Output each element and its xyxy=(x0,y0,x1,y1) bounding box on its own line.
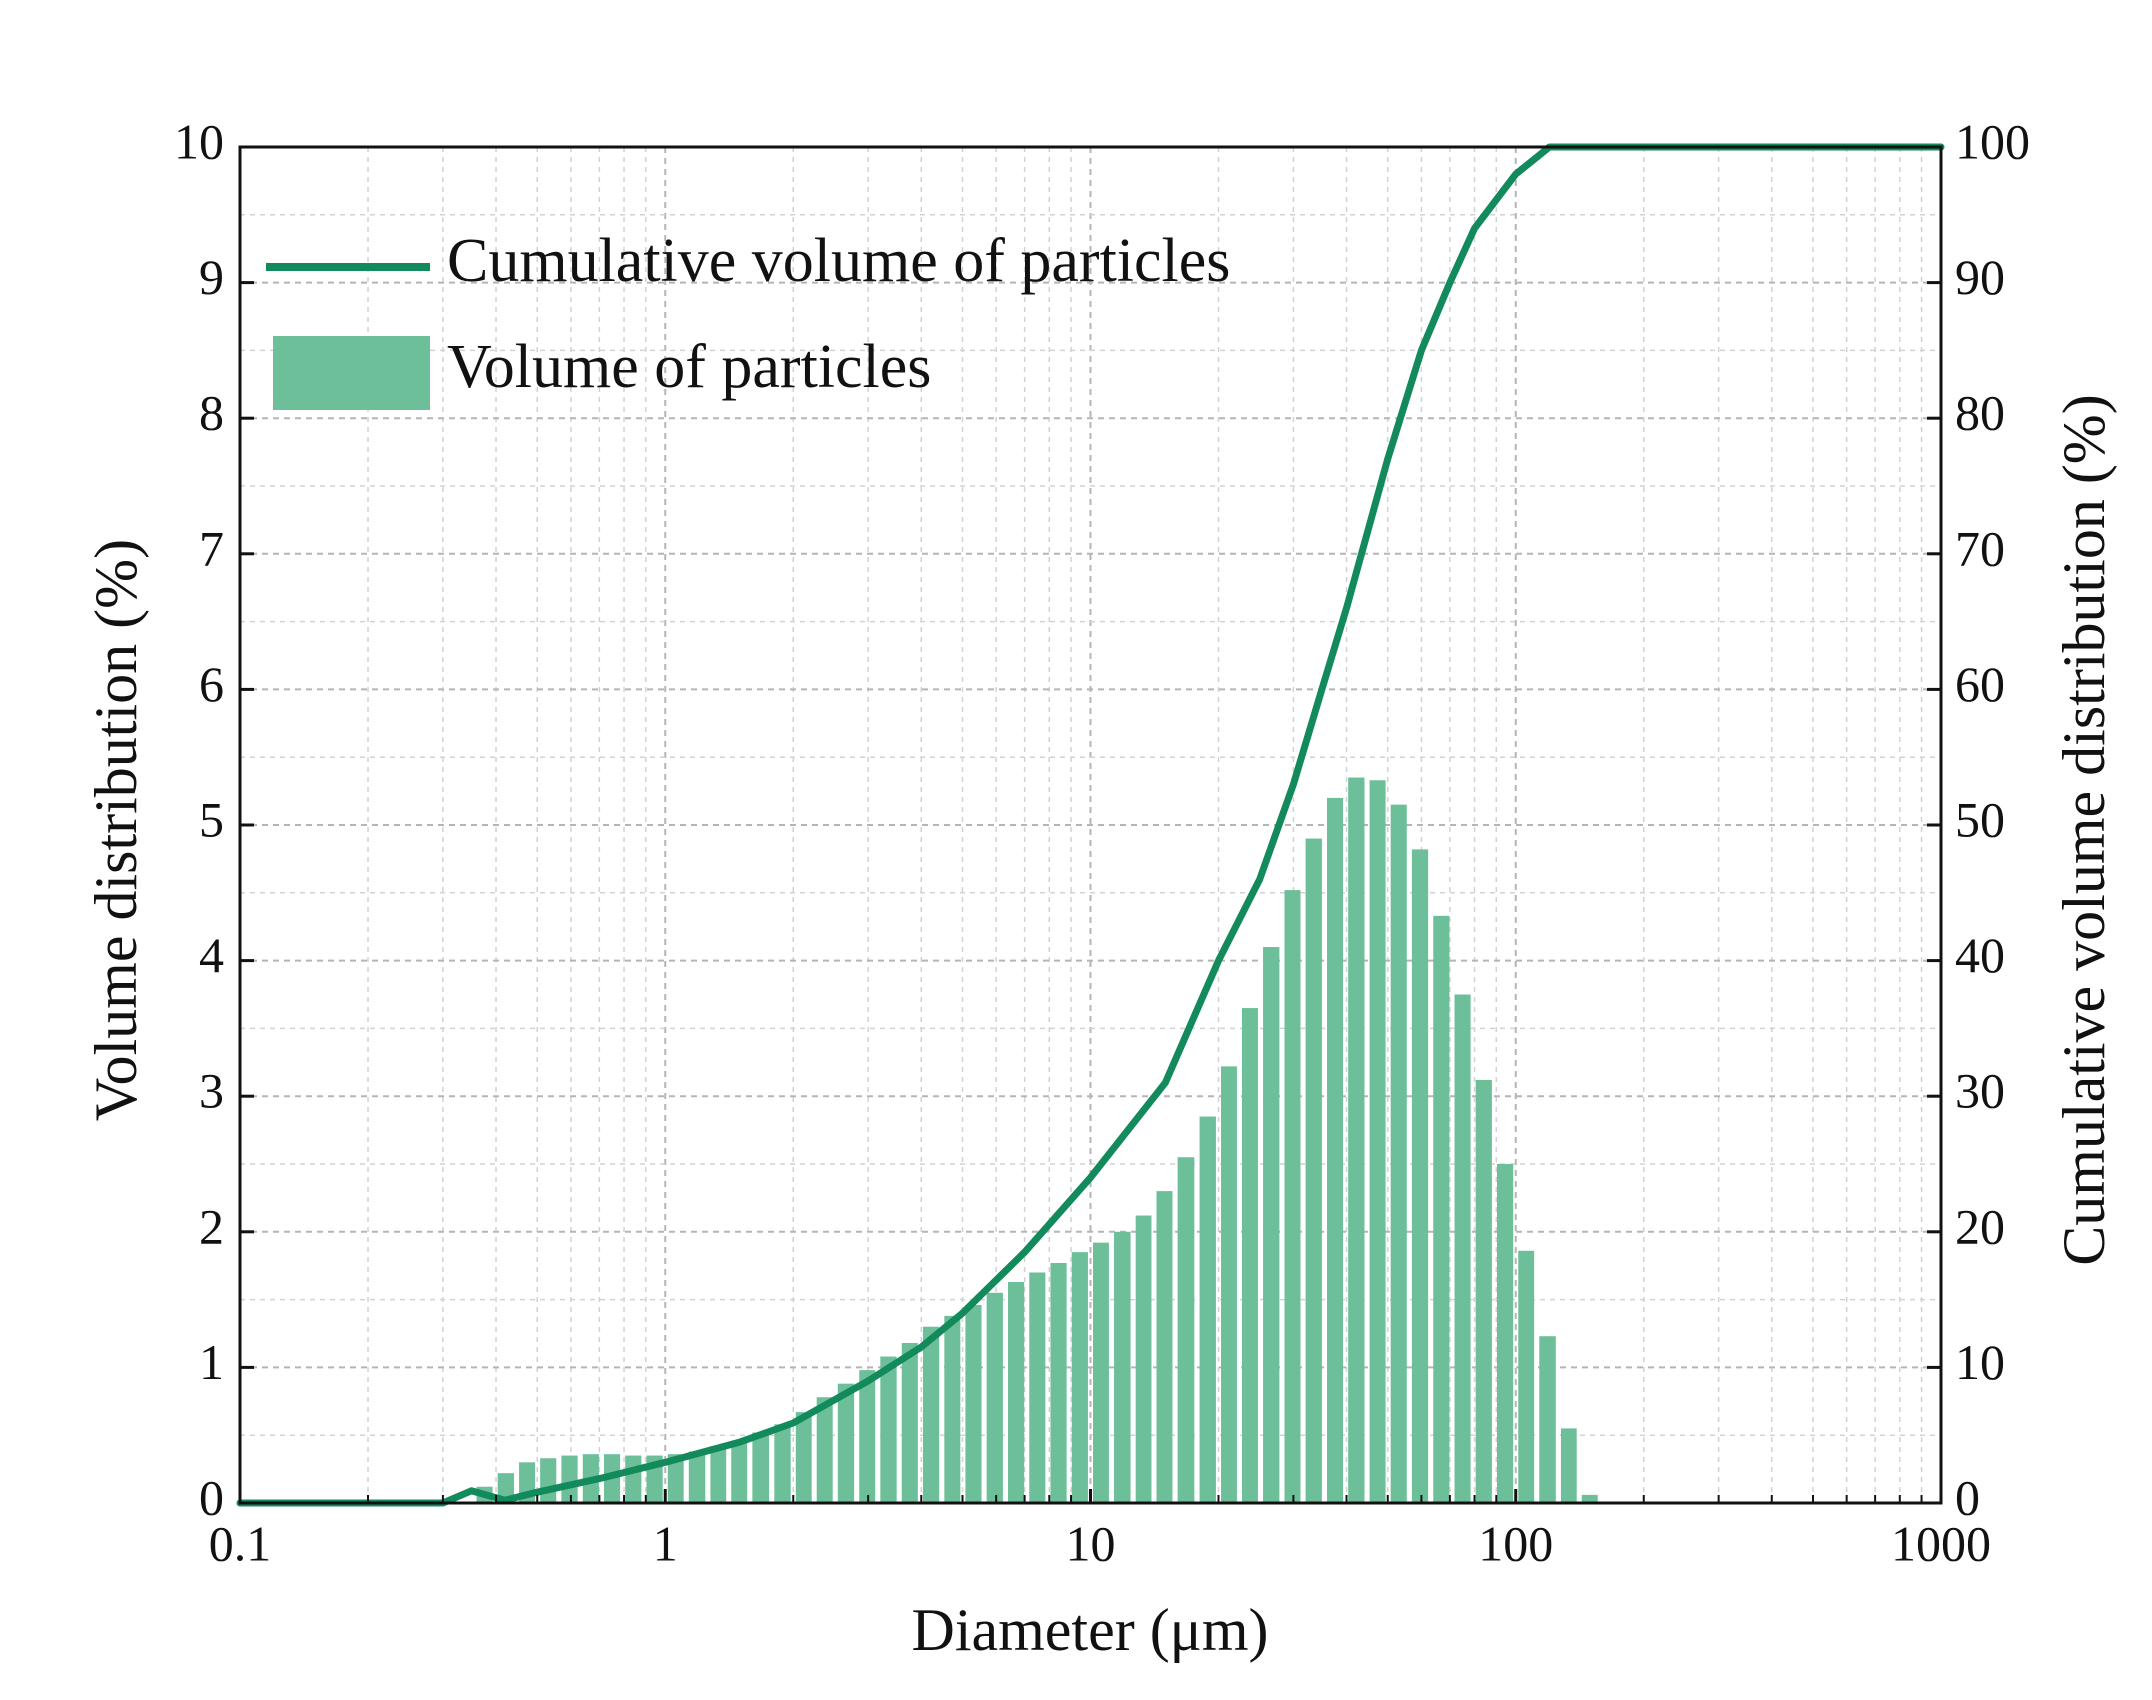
bar xyxy=(667,1454,684,1503)
bar xyxy=(859,1370,876,1503)
bar xyxy=(965,1305,982,1503)
y-tick-label: 7 xyxy=(199,520,224,576)
bar xyxy=(1475,1079,1492,1503)
y2-tick-label: 60 xyxy=(1955,656,2005,712)
axes: 0.1 1 10 100 1000012345678910010203040506070… xyxy=(174,113,2030,1571)
bar xyxy=(795,1412,812,1503)
y-tick-label: 9 xyxy=(199,249,224,305)
y2-tick-label: 0 xyxy=(1955,1469,1980,1525)
bar xyxy=(752,1432,770,1503)
bar xyxy=(1071,1252,1088,1503)
bar xyxy=(540,1458,557,1503)
y2-tick-label: 100 xyxy=(1955,113,2030,169)
y2-axis-label: Cumulative volume distribution (%) xyxy=(2051,394,2117,1266)
legend-swatch xyxy=(273,336,430,410)
bar xyxy=(1327,797,1344,1503)
x-tick-label: 100 xyxy=(1478,1515,1553,1571)
bar xyxy=(837,1383,855,1503)
legend: Cumulative volume of particles Volume of … xyxy=(266,227,1230,410)
bar xyxy=(816,1397,833,1503)
bar xyxy=(1156,1191,1173,1503)
bar xyxy=(1114,1231,1131,1503)
plot-area xyxy=(236,143,1945,1507)
bar xyxy=(688,1451,706,1503)
bar xyxy=(774,1424,791,1503)
legend-label: Volume of particles xyxy=(447,333,931,401)
legend-label: Cumulative volume of particles xyxy=(447,227,1230,295)
y2-tick-label: 30 xyxy=(1955,1063,2005,1119)
x-tick-label: 1000 xyxy=(1891,1515,1991,1571)
bar xyxy=(901,1342,918,1503)
bar xyxy=(922,1326,940,1503)
line xyxy=(236,143,1945,1507)
x-tick-label: 1 xyxy=(653,1515,678,1571)
bar xyxy=(1263,947,1280,1503)
bar xyxy=(1433,915,1450,1503)
bar xyxy=(1518,1250,1535,1503)
bar xyxy=(944,1315,961,1503)
y2-tick-label: 10 xyxy=(1955,1334,2005,1390)
bar xyxy=(1454,994,1471,1503)
bar xyxy=(880,1356,897,1503)
y2-tick-label: 50 xyxy=(1955,791,2005,847)
y-tick-label: 5 xyxy=(199,791,224,847)
y2-tick-label: 40 xyxy=(1955,927,2005,983)
y2-tick-label: 70 xyxy=(1955,520,2005,576)
y-tick-label: 0 xyxy=(199,1469,224,1525)
y-tick-label: 4 xyxy=(199,927,224,983)
bar xyxy=(1008,1281,1025,1503)
y-tick-label: 1 xyxy=(199,1334,224,1390)
x-tick-label: 0.1 xyxy=(209,1515,272,1571)
plot-frame xyxy=(238,145,1943,1505)
y-axis-label: Volume distribution (%) xyxy=(83,539,149,1121)
y-tick-label: 8 xyxy=(199,385,224,441)
y2-tick-label: 20 xyxy=(1955,1198,2005,1254)
y2-tick-label: 90 xyxy=(1955,249,2005,305)
bar xyxy=(1050,1262,1067,1503)
bar xyxy=(625,1455,642,1503)
bar xyxy=(1221,1066,1237,1503)
bar xyxy=(1135,1215,1152,1503)
bar xyxy=(561,1455,578,1503)
y-tick-label: 2 xyxy=(199,1198,224,1254)
bar xyxy=(1539,1336,1556,1503)
bar xyxy=(1411,849,1429,1503)
bar xyxy=(1390,804,1407,1503)
bar xyxy=(1199,1116,1216,1503)
y-tick-label: 10 xyxy=(174,113,224,169)
bar xyxy=(731,1440,748,1503)
y2-tick-label: 80 xyxy=(1955,385,2005,441)
bar xyxy=(1369,780,1386,1503)
grid xyxy=(240,147,1941,1503)
bar xyxy=(1305,838,1322,1503)
x-axis-label: Diameter (μm) xyxy=(911,1597,1268,1663)
bar xyxy=(1241,1008,1258,1503)
x-tick-label: 10 xyxy=(1066,1515,1116,1571)
bar xyxy=(1284,890,1301,1503)
bar xyxy=(1348,777,1365,1503)
y-tick-label: 6 xyxy=(199,656,224,712)
bar xyxy=(1177,1157,1195,1503)
bar xyxy=(1496,1164,1514,1503)
y-tick-label: 3 xyxy=(199,1063,224,1119)
bar xyxy=(710,1446,727,1503)
bar xyxy=(986,1292,1003,1503)
bar xyxy=(1560,1428,1577,1503)
bar xyxy=(1029,1272,1046,1503)
bar xyxy=(1093,1242,1109,1503)
bar xyxy=(1581,1494,1598,1503)
